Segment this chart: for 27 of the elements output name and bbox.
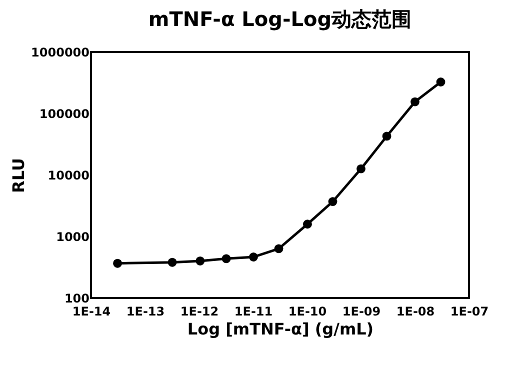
point	[196, 256, 205, 266]
chart-title: mTNF-α Log-Log动态范围	[148, 7, 412, 31]
point	[328, 197, 338, 206]
x-tick-label: 1E-07	[450, 304, 489, 318]
x-tick-label: 1E-14	[72, 304, 111, 318]
point	[274, 244, 284, 254]
x-tick-label: 1E-12	[180, 304, 219, 318]
x-tick-label: 1E-08	[396, 304, 435, 318]
point	[222, 254, 231, 264]
point	[436, 78, 446, 86]
point	[410, 97, 420, 106]
x-tick-label: 1E-13	[126, 304, 165, 318]
x-axis-title: Log [mTNF-α] (g/mL)	[187, 320, 374, 338]
y-tick-label: 1000	[56, 230, 90, 244]
x-tick-label: 1E-10	[288, 304, 327, 318]
y-tick-label: 100	[64, 292, 90, 306]
y-tick-label: 1000000	[31, 46, 90, 60]
x-tick-label: 1E-09	[342, 304, 381, 318]
point	[382, 132, 392, 141]
point	[356, 164, 366, 174]
point	[302, 220, 312, 229]
point	[168, 258, 177, 267]
x-tick-label: 1E-11	[234, 304, 273, 318]
point	[248, 252, 258, 262]
y-tick-label: 100000	[39, 107, 90, 121]
y-axis-title: RLU	[9, 158, 28, 193]
y-tick-label: 10000	[48, 168, 90, 182]
